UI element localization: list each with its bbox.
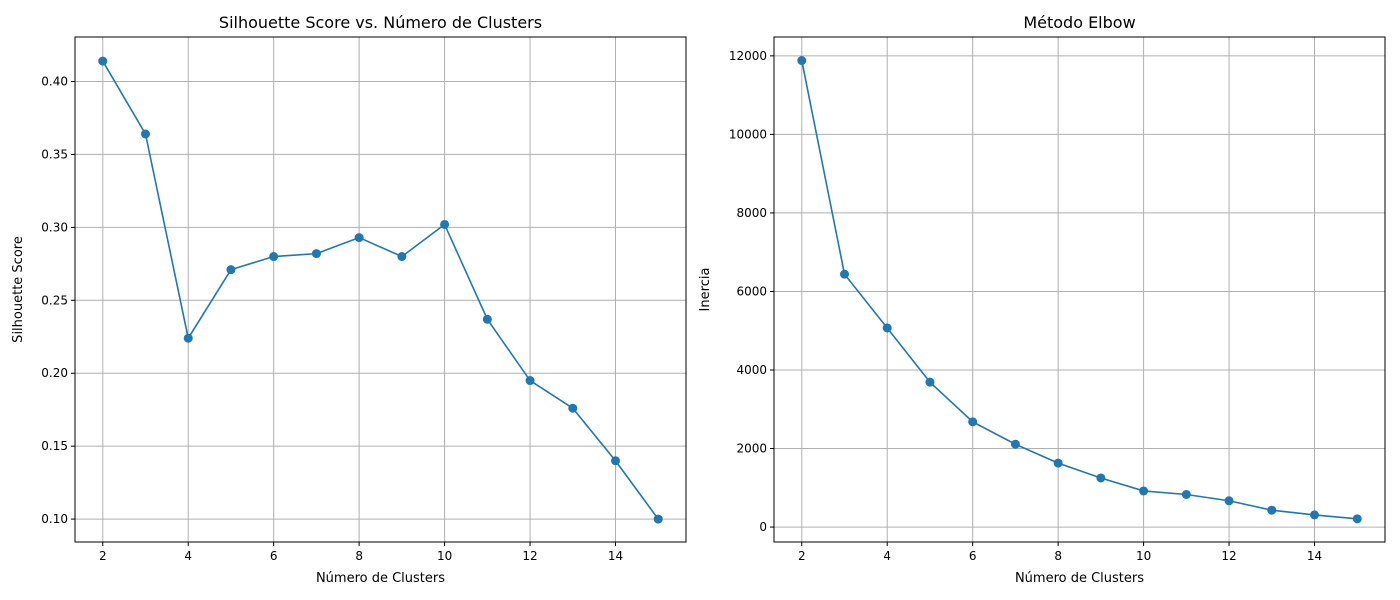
y-tick-label: 2000 xyxy=(736,442,767,456)
data-point xyxy=(797,56,807,66)
x-tick-label: 12 xyxy=(522,549,537,563)
y-axis-label: Silhouette Score xyxy=(11,236,26,343)
data-point xyxy=(1096,473,1106,483)
x-tick-label: 6 xyxy=(969,549,977,563)
x-tick-label: 14 xyxy=(1307,549,1322,563)
y-tick-label: 0.10 xyxy=(41,512,68,526)
data-point xyxy=(968,417,978,427)
y-tick-label: 10000 xyxy=(729,127,767,141)
x-tick-label: 8 xyxy=(1054,549,1062,563)
data-point xyxy=(1010,439,1020,449)
plot-frame xyxy=(773,36,1386,543)
data-point xyxy=(568,403,578,413)
ticks: 2 4 6 8 10 12 14 0.10 0.15 0.20 0.25 0.30 0.35 0.40 xyxy=(41,74,623,563)
data-point xyxy=(98,56,108,66)
x-tick-label: 2 xyxy=(798,549,806,563)
data-point xyxy=(440,219,450,229)
series-line xyxy=(102,60,659,520)
data-point xyxy=(653,514,663,524)
y-tick-label: 0.20 xyxy=(41,366,68,380)
x-tick-label: 6 xyxy=(270,549,278,563)
y-tick-label: 0.15 xyxy=(41,439,68,453)
data-point xyxy=(882,323,892,333)
x-tick-label: 12 xyxy=(1221,549,1236,563)
x-axis-label: Número de Clusters xyxy=(316,571,445,586)
y-tick-label: 12000 xyxy=(729,49,767,63)
y-tick-label: 0 xyxy=(759,520,767,534)
data-point xyxy=(311,249,321,259)
data-point xyxy=(1053,458,1063,468)
x-axis-label: Número de Clusters xyxy=(1015,571,1144,586)
data-point xyxy=(1310,510,1319,520)
data-point xyxy=(1139,486,1149,496)
data-point xyxy=(1181,489,1191,499)
chart-title: Método Elbow xyxy=(1023,13,1135,32)
x-tick-label: 4 xyxy=(883,549,891,563)
data-point xyxy=(1267,505,1277,515)
y-tick-label: 6000 xyxy=(736,284,767,298)
plot-frame xyxy=(74,36,687,543)
y-tick-label: 0.30 xyxy=(41,220,68,234)
series-line xyxy=(800,60,1358,520)
data-point xyxy=(1224,496,1234,506)
data-point xyxy=(226,265,236,275)
elbow-chart: Método Elbow Número de Clusters Inercia … xyxy=(698,13,1386,586)
x-tick-label: 8 xyxy=(355,549,363,563)
y-tick-label: 8000 xyxy=(736,206,767,220)
x-tick-label: 10 xyxy=(437,549,452,563)
data-point xyxy=(611,456,620,466)
y-tick-label: 0.35 xyxy=(41,147,68,161)
data-point xyxy=(525,376,535,386)
x-tick-label: 4 xyxy=(184,549,192,563)
grid-lines xyxy=(75,37,686,542)
data-point xyxy=(397,252,407,262)
x-tick-label: 10 xyxy=(1136,549,1151,563)
data-point xyxy=(269,252,279,262)
data-point xyxy=(925,377,935,387)
series-markers xyxy=(797,56,1362,524)
data-point xyxy=(1352,514,1362,524)
data-point xyxy=(482,314,492,324)
silhouette-chart: Silhouette Score vs. Número de Clusters … xyxy=(11,13,687,586)
data-point xyxy=(141,129,150,139)
ticks: 2 4 6 8 10 12 14 0 2000 4000 6000 8000 10000 12000 xyxy=(729,49,1322,563)
data-point xyxy=(840,269,849,279)
y-tick-label: 4000 xyxy=(736,363,767,377)
series-markers xyxy=(98,56,663,524)
data-point xyxy=(183,333,193,343)
chart-title: Silhouette Score vs. Número de Clusters xyxy=(219,13,542,32)
data-point xyxy=(354,233,364,243)
y-tick-label: 0.25 xyxy=(41,293,68,307)
y-tick-label: 0.40 xyxy=(41,74,68,88)
x-tick-label: 2 xyxy=(99,549,107,563)
y-axis-label: Inercia xyxy=(698,268,713,312)
grid-lines xyxy=(774,37,1385,542)
x-tick-label: 14 xyxy=(608,549,623,563)
